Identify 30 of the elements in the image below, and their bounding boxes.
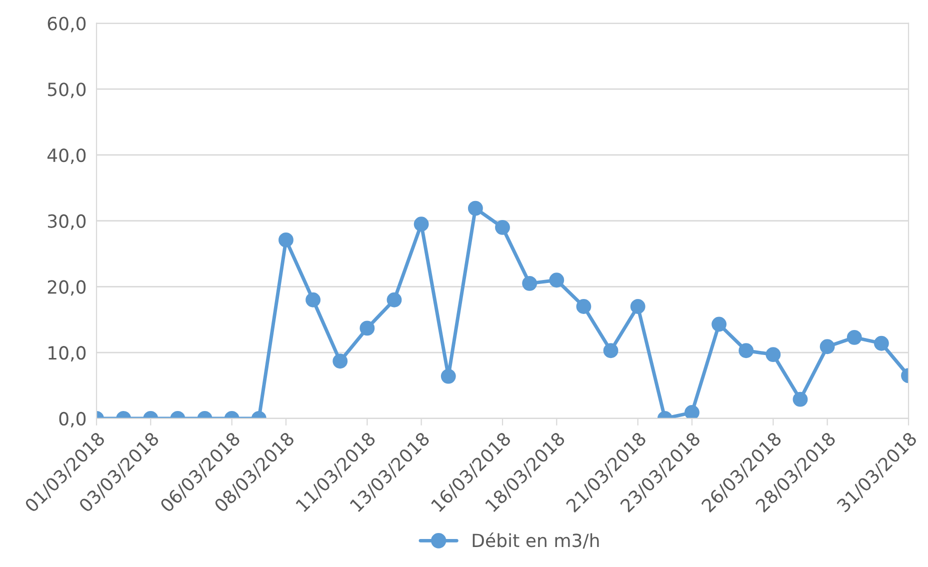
point [278,232,294,248]
point [386,292,402,308]
y-tick-label: 50,0 [48,82,86,98]
point [332,354,348,369]
point [820,339,835,354]
point [712,316,727,332]
point [738,343,754,358]
y-tick-label: 30,0 [48,214,86,230]
point [495,220,510,235]
point [468,200,483,216]
point [576,299,592,314]
y-tick-label: 20,0 [48,280,86,296]
y-tick-label: 10,0 [48,346,86,362]
point [549,272,564,288]
point [630,299,646,314]
legend-label: Débit en m3/h [472,532,599,549]
y-tick-label: 60,0 [48,16,86,32]
point [306,292,321,308]
point [846,330,862,345]
point [684,405,700,418]
point [603,343,618,358]
point [522,276,538,291]
point [440,368,456,384]
point [766,347,781,362]
y-tick-label: 0,0 [59,412,86,428]
point [874,336,889,351]
point [360,320,375,336]
y-tick-label: 40,0 [47,148,86,164]
point [792,392,808,407]
point [414,216,429,232]
